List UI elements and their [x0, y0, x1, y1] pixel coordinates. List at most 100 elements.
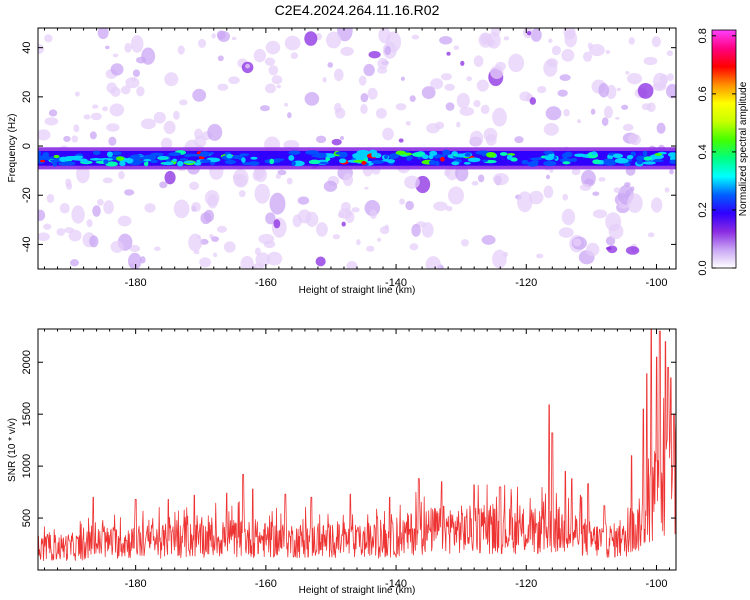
spectrogram-speckle	[194, 128, 203, 139]
spectrogram-speckle	[44, 34, 53, 43]
spectrogram-band-cell	[411, 152, 426, 157]
spectrogram-speckle	[559, 74, 571, 81]
spectrogram-speckle	[445, 102, 455, 111]
spectrogram-band-cell	[384, 154, 389, 160]
spectrogram-band-cell	[603, 159, 617, 166]
spectrogram-band-cell	[560, 158, 574, 163]
spectrogram-speckle	[266, 251, 283, 266]
spectrogram-band-cell	[428, 154, 434, 160]
spectrogram-band-cell	[374, 152, 382, 159]
spectrogram-speckle	[557, 89, 568, 97]
colorbar-axis: 0.0 0.2 0.4 0.6 0.8	[697, 28, 736, 276]
spectrogram-band-cell	[388, 153, 400, 159]
spectrogram-band-cell	[194, 162, 202, 166]
spectrogram-speckle	[377, 57, 389, 69]
spectrogram-speckle	[360, 93, 369, 103]
spectrogram-speckle	[646, 102, 656, 113]
spectrogram-speckle	[284, 35, 301, 51]
spectrogram-speckle	[173, 110, 180, 120]
spectrogram-speckle	[579, 183, 592, 191]
spectrogram-speckle	[551, 45, 562, 56]
spectrogram-speckle	[421, 222, 434, 238]
spectrogram-speckle	[476, 79, 489, 92]
spectrogram-speckle	[341, 221, 346, 227]
spectrogram-speckle	[216, 30, 226, 40]
spectrogram-ytick-label: 40	[21, 42, 33, 54]
spectrogram-speckle	[198, 38, 207, 48]
spectrogram-band-cell	[58, 162, 72, 166]
spectrogram-speckle	[536, 253, 544, 259]
spectrogram-speckle	[173, 199, 190, 219]
spectrogram-band-cell	[129, 155, 137, 159]
spectrogram-band-cell	[591, 151, 597, 156]
spectrogram-speckle	[326, 31, 342, 49]
spectrogram-speckle	[89, 235, 99, 248]
spectrogram-band-cell	[544, 154, 555, 161]
spectrogram-band-cell	[592, 159, 601, 165]
spectrogram-band-cell	[626, 154, 634, 160]
spectrogram-band-cell	[59, 156, 68, 163]
spectrogram-band-cell	[199, 159, 212, 163]
spectrogram-band-cell	[185, 153, 196, 157]
spectrogram-speckle	[199, 257, 212, 268]
spectrogram-band-cell	[574, 153, 587, 157]
spectrogram-speckle	[305, 211, 319, 227]
spectrogram-speckle	[627, 193, 643, 213]
spectrogram-speckle	[583, 51, 592, 62]
spectrogram-speckle	[316, 135, 327, 144]
spectrogram-band-cell	[119, 161, 126, 167]
spectrogram-speckle	[135, 56, 147, 64]
spectrogram-band-cell	[545, 150, 550, 156]
spectrogram-band-cell	[168, 152, 181, 157]
spectrogram-speckle	[346, 261, 358, 269]
spectrogram-band-cell	[38, 150, 42, 156]
spectrogram-speckle	[76, 164, 90, 184]
snr-xtick-label: -120	[515, 578, 537, 590]
spectrogram-speckle	[399, 198, 405, 205]
spectrogram-band-cell	[506, 154, 513, 160]
spectrogram-speckle	[322, 76, 327, 83]
spectrogram-band-cell	[309, 161, 314, 164]
spectrogram-speckle	[269, 192, 286, 215]
snr-series-line	[38, 329, 676, 561]
spectrogram-band-cell	[143, 158, 152, 162]
spectrogram-speckle	[503, 36, 510, 41]
spectrogram-speckle	[558, 227, 574, 238]
spectrogram-band-cell	[642, 150, 648, 157]
spectrogram-speckle	[492, 172, 509, 186]
spectrogram-band-cell	[467, 157, 481, 163]
spectrogram-speckle	[382, 127, 394, 141]
spectrogram-speckle	[228, 76, 240, 85]
spectrogram-speckle	[576, 119, 582, 124]
spectrogram-band-cell	[179, 158, 189, 161]
spectrogram-band-cell	[183, 160, 195, 164]
snr-ytick-label: 2000	[21, 350, 33, 374]
spectrogram-band-cell	[654, 152, 663, 156]
spectrogram-xtick-label: -120	[515, 277, 537, 289]
spectrogram-speckle	[459, 106, 475, 116]
spectrogram-band-cell	[499, 152, 508, 156]
spectrogram-speckle	[102, 177, 113, 184]
spectrogram-speckle	[340, 201, 351, 213]
spectrogram-speckle	[231, 36, 237, 41]
spectrogram-band-cell	[38, 155, 47, 161]
colorbar-tick-label: 0.6	[697, 86, 709, 101]
spectrogram-speckle	[519, 91, 532, 102]
spectrogram-speckle	[368, 50, 381, 59]
spectrogram-band-cell	[371, 160, 385, 164]
spectrogram-speckle	[564, 29, 578, 48]
spectrogram-speckle	[421, 86, 436, 100]
spectrogram-speckle	[627, 72, 643, 85]
spectrogram-speckle	[473, 55, 484, 67]
spectrogram-speckle	[259, 105, 270, 112]
spectrogram-band-cell	[274, 159, 281, 163]
spectrogram-band-cell	[158, 156, 168, 159]
colorbar: 0.0 0.2 0.4 0.6 0.8 Normalized spectral ampl…	[697, 28, 749, 275]
spectrogram-speckle	[603, 105, 613, 119]
snr-panel: -180 -160 -140 -120 -100 500 1000 1500 2000 Heig…	[7, 328, 677, 596]
spectrogram-band-cell	[481, 159, 489, 163]
spectrogram-ytick-label: -40	[21, 236, 33, 252]
spectrogram-xlabel: Height of straight line (km)	[299, 285, 416, 296]
spectrogram-speckle	[216, 225, 227, 233]
